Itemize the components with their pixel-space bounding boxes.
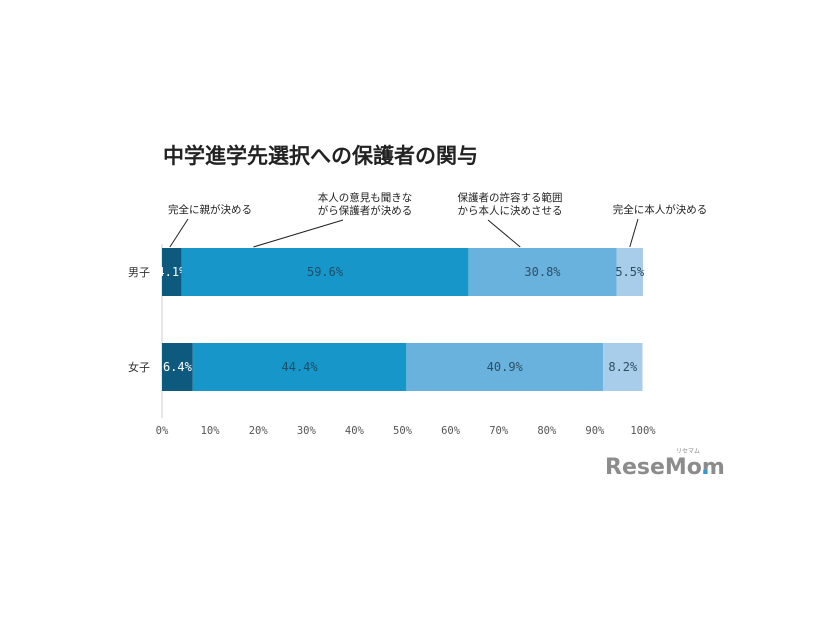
x-tick-label: 60%	[441, 425, 461, 437]
bar-segment	[162, 248, 182, 296]
x-tick-label: 80%	[537, 425, 557, 437]
bar-segment	[162, 343, 193, 391]
bar-segment	[181, 248, 469, 296]
logo-subtext: リセマム	[676, 448, 700, 455]
category-label: 男子	[128, 266, 150, 279]
data-label: 40.9%	[487, 360, 524, 374]
resemom-logo: リセマム ReseMom .	[605, 448, 725, 480]
x-tick-label: 40%	[345, 425, 365, 437]
x-tick-label: 70%	[489, 425, 509, 437]
x-tick-label: 50%	[393, 425, 413, 437]
legend-leader-line	[487, 219, 521, 248]
data-label: 44.4%	[282, 360, 319, 374]
bars: 男子 4.1% 59.6% 30.8% 5.5% 女子 6.4% 44.4% 40.9% 8.2%	[128, 248, 645, 391]
x-tick-label: 10%	[201, 425, 221, 437]
x-tick-label: 20%	[249, 425, 269, 437]
category-label: 女子	[128, 360, 150, 374]
data-label: 59.6%	[307, 265, 344, 279]
legend-leader-line	[253, 219, 344, 248]
data-label: 5.5%	[615, 265, 645, 279]
legend-leader-line	[629, 218, 639, 248]
logo-dot: .	[701, 455, 709, 480]
bar-segment	[406, 343, 604, 391]
legend: 完全に親が決める 本人の意見も聞きながら保護者が決める 保護者の許容する範囲から本人…	[168, 191, 708, 248]
x-tick-label: 90%	[585, 425, 605, 437]
legend-label: 完全に親が決める	[168, 203, 252, 216]
bar-segment	[603, 343, 643, 391]
legend-label: 完全に本人が決める	[613, 203, 708, 216]
data-label: 4.1%	[157, 265, 187, 279]
bar-segment	[616, 248, 643, 296]
data-label: 30.8%	[524, 265, 561, 279]
data-label: 8.2%	[608, 360, 638, 374]
data-label: 6.4%	[163, 360, 193, 374]
x-axis-ticks: 0% 10% 20% 30% 40% 50% 60% 70% 80% 90% 100%	[156, 425, 657, 437]
legend-label: 本人の意見も聞きながら保護者が決める	[318, 191, 413, 217]
x-tick-label: 0%	[156, 425, 169, 437]
chart-title: 中学進学先選択への保護者の関与	[163, 144, 478, 168]
bar-segment	[468, 248, 617, 296]
x-tick-label: 30%	[297, 425, 317, 437]
legend-leader-line	[169, 218, 189, 248]
x-tick-label: 100%	[630, 425, 656, 437]
bar-segment	[192, 343, 407, 391]
logo-text: ReseMom	[605, 455, 725, 480]
legend-label: 保護者の許容する範囲から本人に決めさせる	[458, 191, 563, 217]
